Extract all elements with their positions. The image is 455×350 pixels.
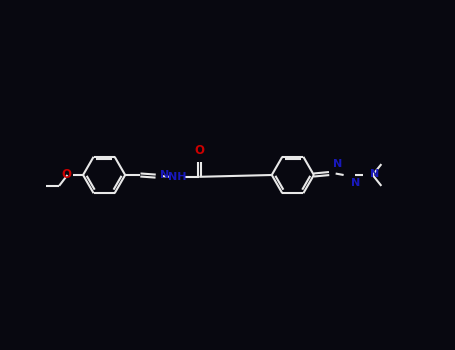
Text: N: N xyxy=(351,178,360,188)
Text: NH: NH xyxy=(168,172,187,182)
Text: N: N xyxy=(334,159,343,169)
Text: N: N xyxy=(370,169,379,179)
Text: O: O xyxy=(194,144,204,157)
Text: N: N xyxy=(160,170,170,180)
Text: O: O xyxy=(62,168,72,181)
